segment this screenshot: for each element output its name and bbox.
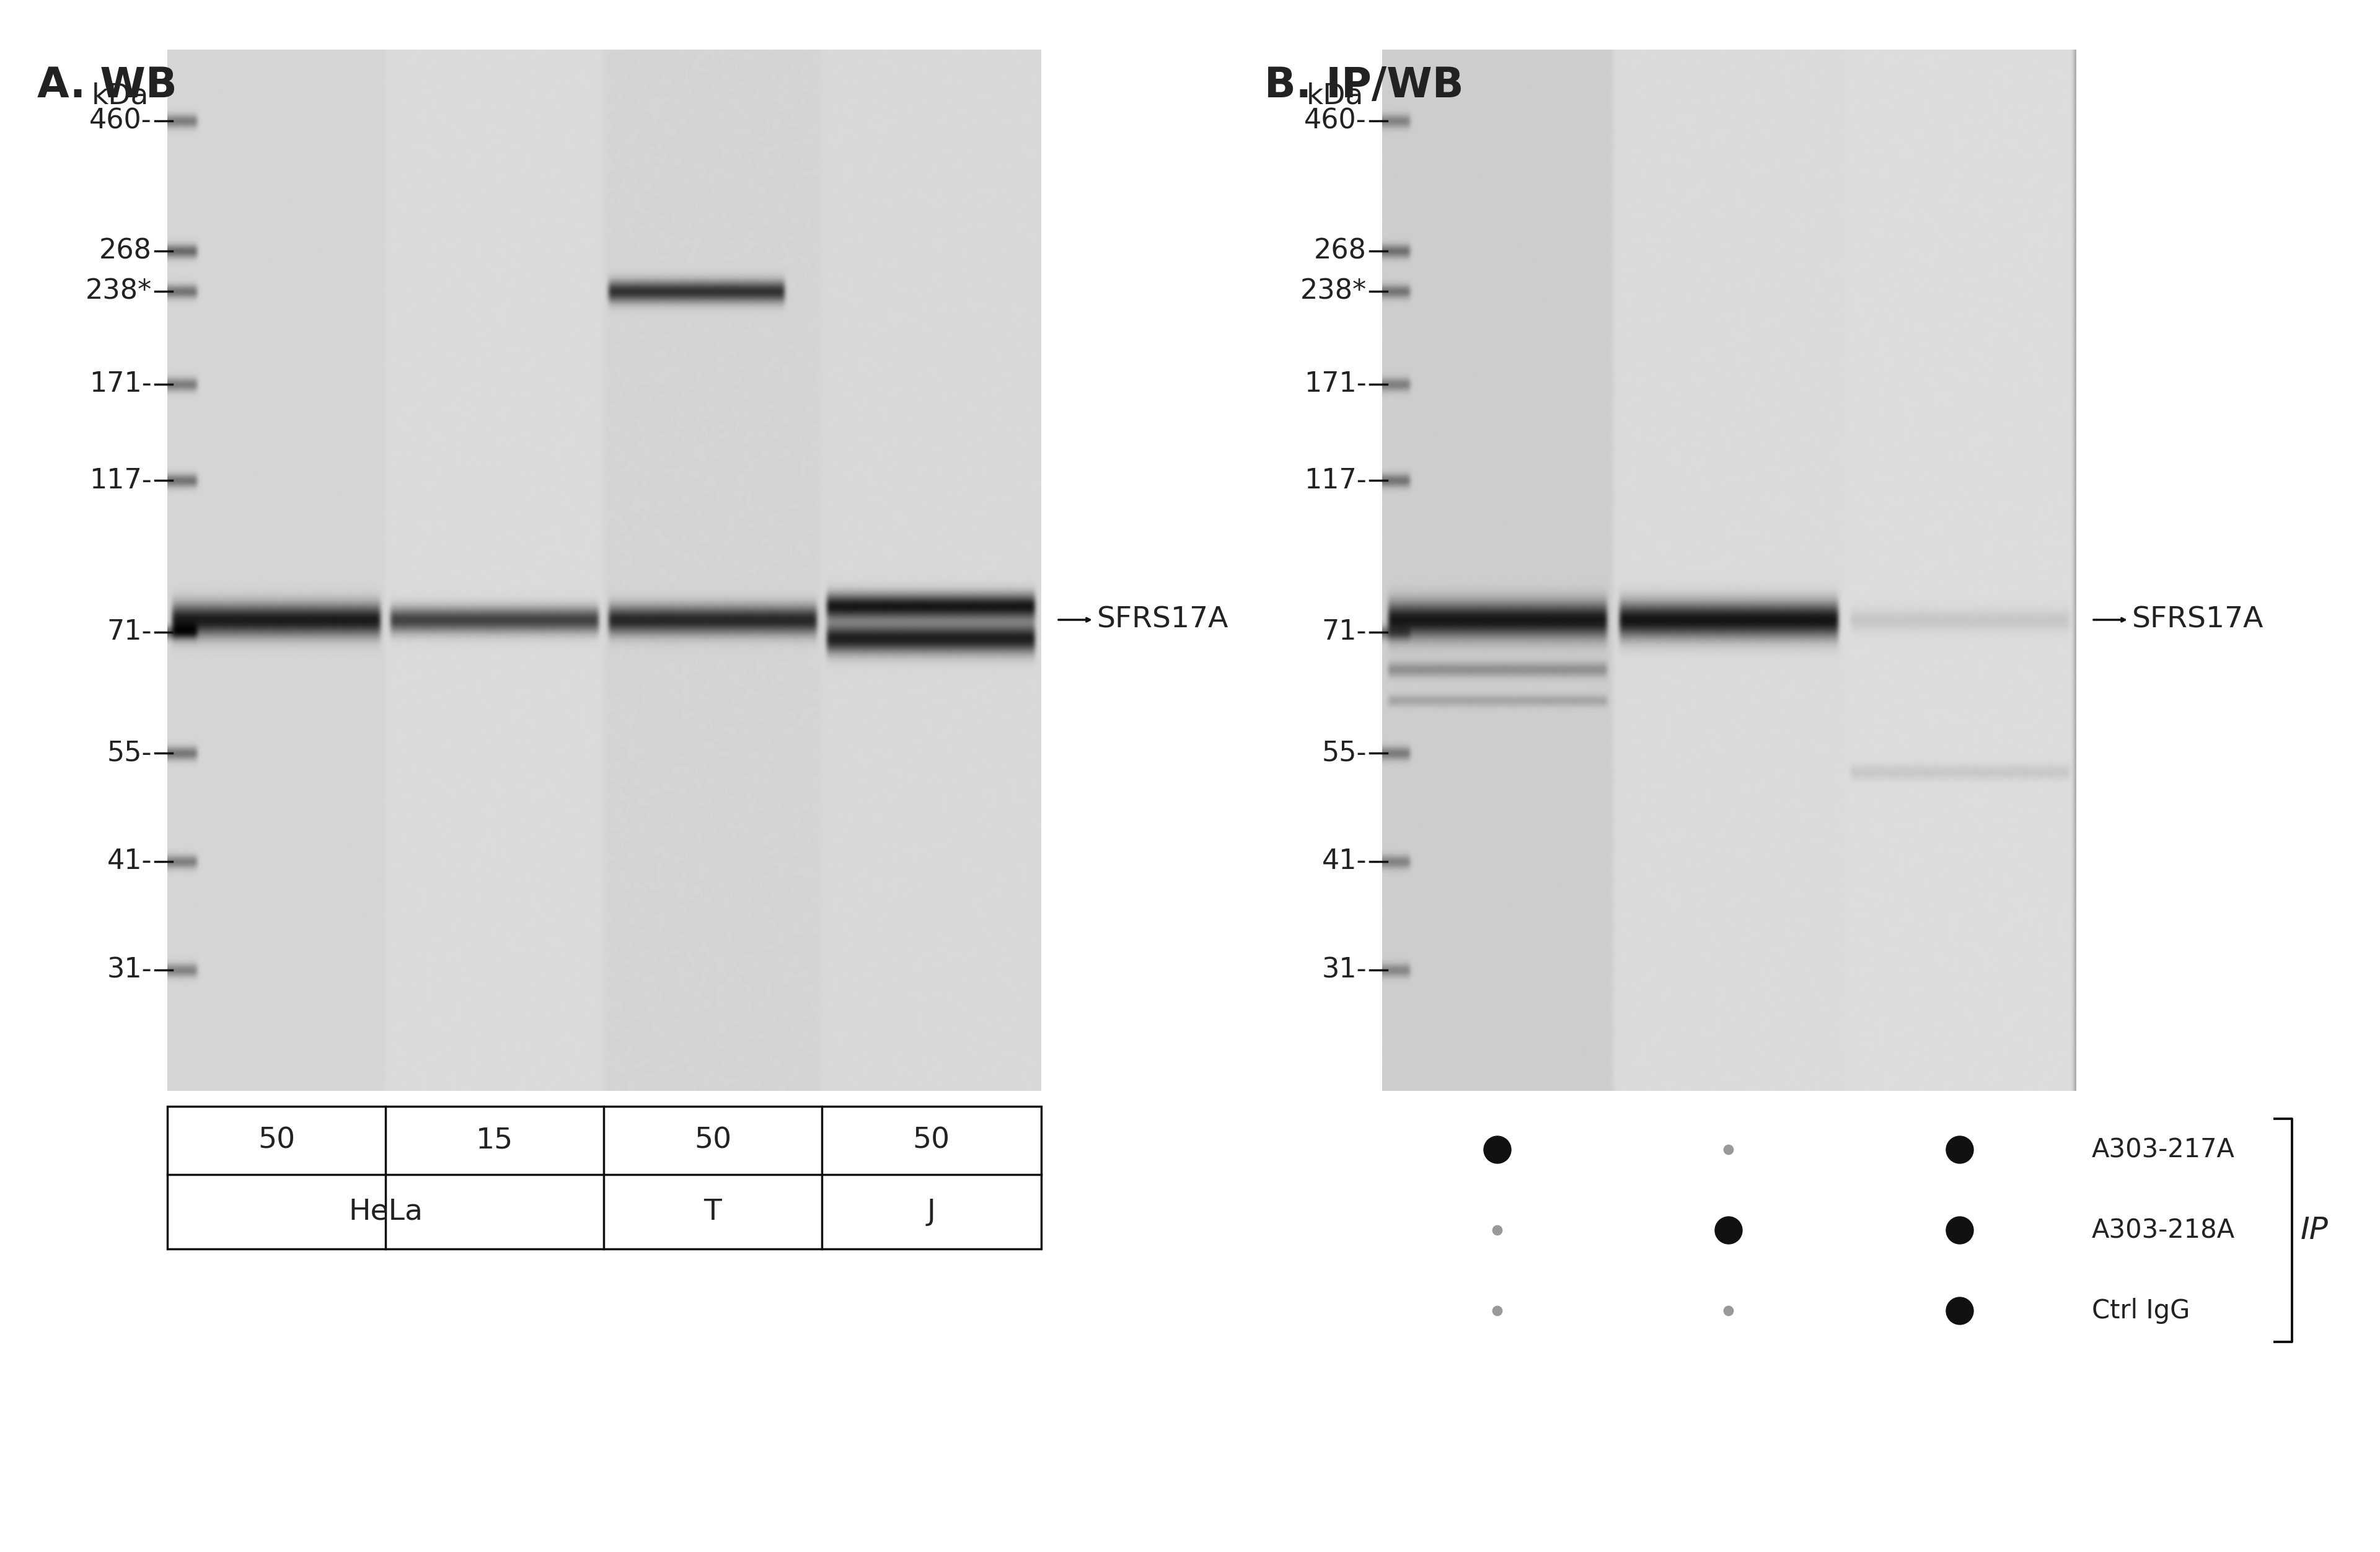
Text: Ctrl IgG: Ctrl IgG <box>2092 1297 2190 1324</box>
Text: 268: 268 <box>1314 237 1366 264</box>
Text: A303-217A: A303-217A <box>2092 1136 2235 1162</box>
Circle shape <box>1716 1217 1742 1245</box>
Text: B. IP/WB: B. IP/WB <box>1264 65 1464 106</box>
Text: 55-: 55- <box>1321 740 1366 767</box>
Circle shape <box>1947 1297 1973 1324</box>
Text: 31-: 31- <box>1321 956 1366 984</box>
Text: A. WB: A. WB <box>38 65 176 106</box>
Circle shape <box>1723 1145 1733 1155</box>
Text: J: J <box>926 1198 935 1226</box>
Circle shape <box>1483 1136 1511 1164</box>
Text: 41-: 41- <box>107 849 152 875</box>
Text: kDa: kDa <box>90 82 148 110</box>
Text: 460-: 460- <box>90 107 152 133</box>
Text: 71-: 71- <box>107 619 152 646</box>
Text: 41-: 41- <box>1321 849 1366 875</box>
Text: IP: IP <box>2301 1215 2328 1245</box>
Circle shape <box>1947 1217 1973 1245</box>
Text: 268: 268 <box>100 237 152 264</box>
Circle shape <box>1947 1136 1973 1164</box>
Text: 117-: 117- <box>1304 467 1366 494</box>
Text: 50: 50 <box>912 1127 950 1155</box>
Text: T: T <box>704 1198 721 1226</box>
Circle shape <box>1492 1226 1502 1235</box>
Text: A303-218A: A303-218A <box>2092 1217 2235 1243</box>
Circle shape <box>1492 1307 1502 1316</box>
Text: 31-: 31- <box>107 956 152 984</box>
Text: 71-: 71- <box>1321 619 1366 646</box>
Text: SFRS17A: SFRS17A <box>2132 605 2263 633</box>
Text: kDa: kDa <box>1307 82 1364 110</box>
Text: 238*: 238* <box>86 278 152 304</box>
Text: 50: 50 <box>257 1127 295 1155</box>
Text: 238*: 238* <box>1299 278 1366 304</box>
Text: 50: 50 <box>695 1127 731 1155</box>
Bar <box>167 1107 1042 1249</box>
Circle shape <box>1723 1307 1733 1316</box>
Text: 171-: 171- <box>90 371 152 397</box>
Text: 15: 15 <box>476 1127 514 1155</box>
Text: SFRS17A: SFRS17A <box>1097 605 1228 633</box>
Text: HeLa: HeLa <box>347 1198 424 1226</box>
Text: 117-: 117- <box>90 467 152 494</box>
Text: 55-: 55- <box>107 740 152 767</box>
Text: 460-: 460- <box>1304 107 1366 133</box>
Text: 171-: 171- <box>1304 371 1366 397</box>
